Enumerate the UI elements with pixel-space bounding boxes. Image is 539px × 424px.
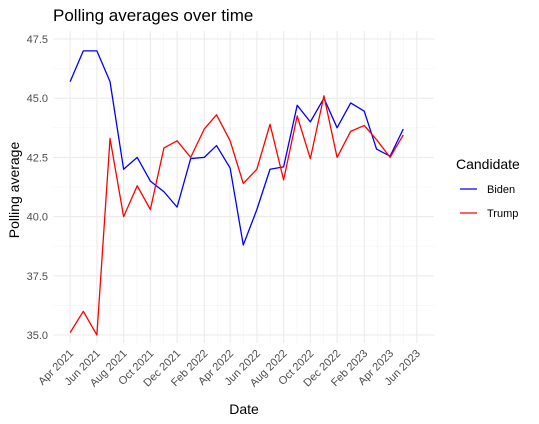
gridlines: [53, 31, 434, 343]
y-tick-label: 40.0: [27, 212, 48, 224]
y-tick-label: 45.0: [27, 93, 48, 105]
y-axis-ticks: 35.0 37.5 40.0 42.5 45.0 47.5: [27, 34, 48, 342]
y-axis-title: Polling average: [6, 142, 22, 239]
y-tick-label: 37.5: [27, 271, 48, 283]
chart-title: Polling averages over time: [53, 6, 253, 25]
legend: Candidate Biden Trump: [456, 156, 520, 220]
legend-label-trump: Trump: [487, 208, 518, 220]
series-lines: [69, 50, 404, 336]
legend-label-biden: Biden: [487, 184, 515, 196]
legend-title: Candidate: [456, 156, 520, 172]
series-line-biden: [69, 50, 404, 246]
y-tick-label: 35.0: [27, 330, 48, 342]
y-tick-label: 47.5: [27, 34, 48, 46]
series-line-trump: [69, 95, 404, 336]
y-tick-label: 42.5: [27, 152, 48, 164]
x-axis-title: Date: [229, 401, 259, 417]
